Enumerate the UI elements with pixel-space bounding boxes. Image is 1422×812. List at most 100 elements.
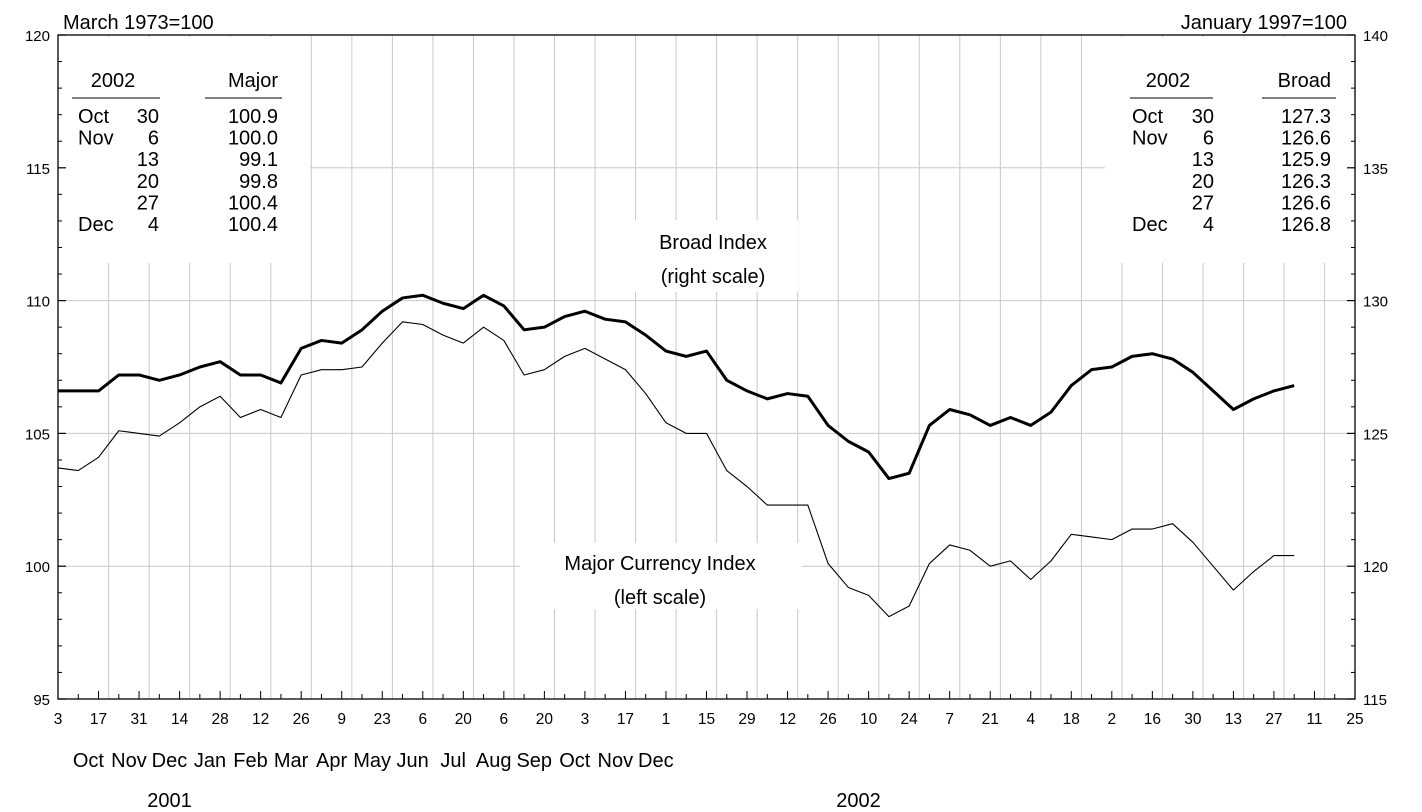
- broad_table-row-month: Oct: [1132, 106, 1164, 128]
- major_table-row-day: 20: [137, 171, 159, 193]
- broad-index-label: (right scale): [661, 266, 765, 288]
- x-tick-label: 12: [252, 711, 269, 728]
- broad_table-year-header: 2002: [1146, 70, 1191, 92]
- x-tick-label: 6: [418, 711, 427, 728]
- major_table-row-day: 6: [148, 128, 159, 150]
- broad_table-row-day: 20: [1192, 171, 1214, 193]
- x-month-label: Apr: [316, 750, 347, 772]
- x-tick-label: 23: [374, 711, 391, 728]
- x-tick-label: 18: [1063, 711, 1080, 728]
- x-month-label: Jan: [194, 750, 226, 772]
- x-month-label: Feb: [233, 750, 267, 772]
- major-currency-index-line: [57, 321, 1295, 618]
- right-y-tick-label: 135: [1363, 161, 1388, 178]
- x-month-label: Dec: [638, 750, 674, 772]
- x-tick-label: 25: [1346, 711, 1363, 728]
- x-tick-label: 13: [1225, 711, 1242, 728]
- broad-label-background: [628, 220, 798, 292]
- broad_table-row-month: Dec: [1132, 214, 1168, 236]
- x-tick-label: 9: [337, 711, 346, 728]
- major_table-row-value: 99.8: [239, 171, 278, 193]
- x-tick-label: 6: [500, 711, 509, 728]
- broad-index-line: [58, 293, 1295, 481]
- broad_table-value-header: Broad: [1278, 70, 1331, 92]
- major_table-row-month: Nov: [78, 128, 114, 150]
- right-scale-unit: January 1997=100: [1181, 12, 1347, 34]
- broad_table-row-value: 125.9: [1281, 149, 1331, 171]
- major_table-row-day: 27: [137, 192, 159, 214]
- major_table-row-value: 100.0: [228, 128, 278, 150]
- x-tick-label: 7: [945, 711, 954, 728]
- major_table-row-month: Dec: [78, 214, 114, 236]
- x-year-label: 2002: [836, 790, 881, 812]
- left-y-tick-label: 95: [33, 692, 50, 709]
- left-y-tick-label: 100: [25, 559, 50, 576]
- x-tick-label: 3: [581, 711, 590, 728]
- x-tick-label: 12: [779, 711, 796, 728]
- broad_table-row-day: 4: [1203, 214, 1214, 236]
- broad_table-row-value: 127.3: [1281, 106, 1331, 128]
- broad_table-row-value: 126.3: [1281, 171, 1331, 193]
- major_table-row-value: 100.4: [228, 214, 278, 236]
- right-y-tick-label: 130: [1363, 294, 1388, 311]
- broad_table-row-day: 13: [1192, 149, 1214, 171]
- x-month-label: Nov: [598, 750, 634, 772]
- broad_table-row-value: 126.6: [1281, 192, 1331, 214]
- x-tick-label: 26: [819, 711, 836, 728]
- right-y-tick-label: 115: [1363, 692, 1387, 709]
- x-tick-label: 15: [698, 711, 715, 728]
- x-month-label: Jun: [397, 750, 429, 772]
- left-scale-unit: March 1973=100: [63, 12, 214, 34]
- major_table-row-value: 100.4: [228, 192, 278, 214]
- x-tick-label: 30: [1184, 711, 1202, 728]
- x-tick-label: 21: [982, 711, 999, 728]
- broad_table-row-value: 126.6: [1281, 128, 1331, 150]
- left-y-tick-label: 105: [25, 426, 50, 443]
- x-tick-label: 26: [293, 711, 310, 728]
- x-month-label: Sep: [516, 750, 552, 772]
- x-tick-label: 31: [130, 711, 147, 728]
- left-y-tick-label: 120: [25, 28, 50, 45]
- series-lines: [57, 293, 1295, 618]
- major_table-row-day: 4: [148, 214, 159, 236]
- x-tick-label: 24: [901, 711, 919, 728]
- major_table-row-value: 100.9: [228, 106, 278, 128]
- major_table-row-month: Oct: [78, 106, 110, 128]
- broad_table-row-value: 126.8: [1281, 214, 1331, 236]
- x-tick-label: 10: [860, 711, 878, 728]
- x-tick-label: 14: [171, 711, 189, 728]
- x-tick-label: 3: [54, 711, 63, 728]
- broad_table-row-day: 30: [1192, 106, 1214, 128]
- x-tick-label: 1: [662, 711, 671, 728]
- x-month-label: Aug: [476, 750, 512, 772]
- right-y-tick-label: 120: [1363, 559, 1388, 576]
- x-tick-label: 20: [536, 711, 554, 728]
- major-currency-index-label: (left scale): [614, 587, 706, 609]
- x-month-label: May: [353, 750, 391, 772]
- major-table-background: [60, 37, 310, 263]
- left-y-tick-label: 110: [26, 294, 50, 311]
- right-y-tick-label: 140: [1363, 28, 1388, 45]
- x-tick-label: 27: [1265, 711, 1282, 728]
- x-month-label: Nov: [111, 750, 147, 772]
- x-month-label: Oct: [73, 750, 105, 772]
- x-month-label: Mar: [274, 750, 309, 772]
- broad_table-row-month: Nov: [1132, 128, 1168, 150]
- broad-index-label: Broad Index: [659, 232, 767, 254]
- x-tick-label: 2: [1108, 711, 1117, 728]
- major_table-value-header: Major: [228, 70, 278, 92]
- x-tick-label: 11: [1306, 711, 1322, 728]
- major_table-row-day: 30: [137, 106, 159, 128]
- x-tick-label: 4: [1026, 711, 1035, 728]
- x-month-label: Dec: [152, 750, 188, 772]
- broad_table-row-day: 27: [1192, 192, 1214, 214]
- plot-frame: [57, 34, 1356, 700]
- right-y-tick-label: 125: [1363, 426, 1388, 443]
- x-month-label: Oct: [559, 750, 591, 772]
- x-tick-label: 17: [617, 711, 634, 728]
- x-tick-label: 17: [90, 711, 107, 728]
- broad_table-row-day: 6: [1203, 128, 1214, 150]
- left-y-tick-label: 115: [26, 161, 50, 178]
